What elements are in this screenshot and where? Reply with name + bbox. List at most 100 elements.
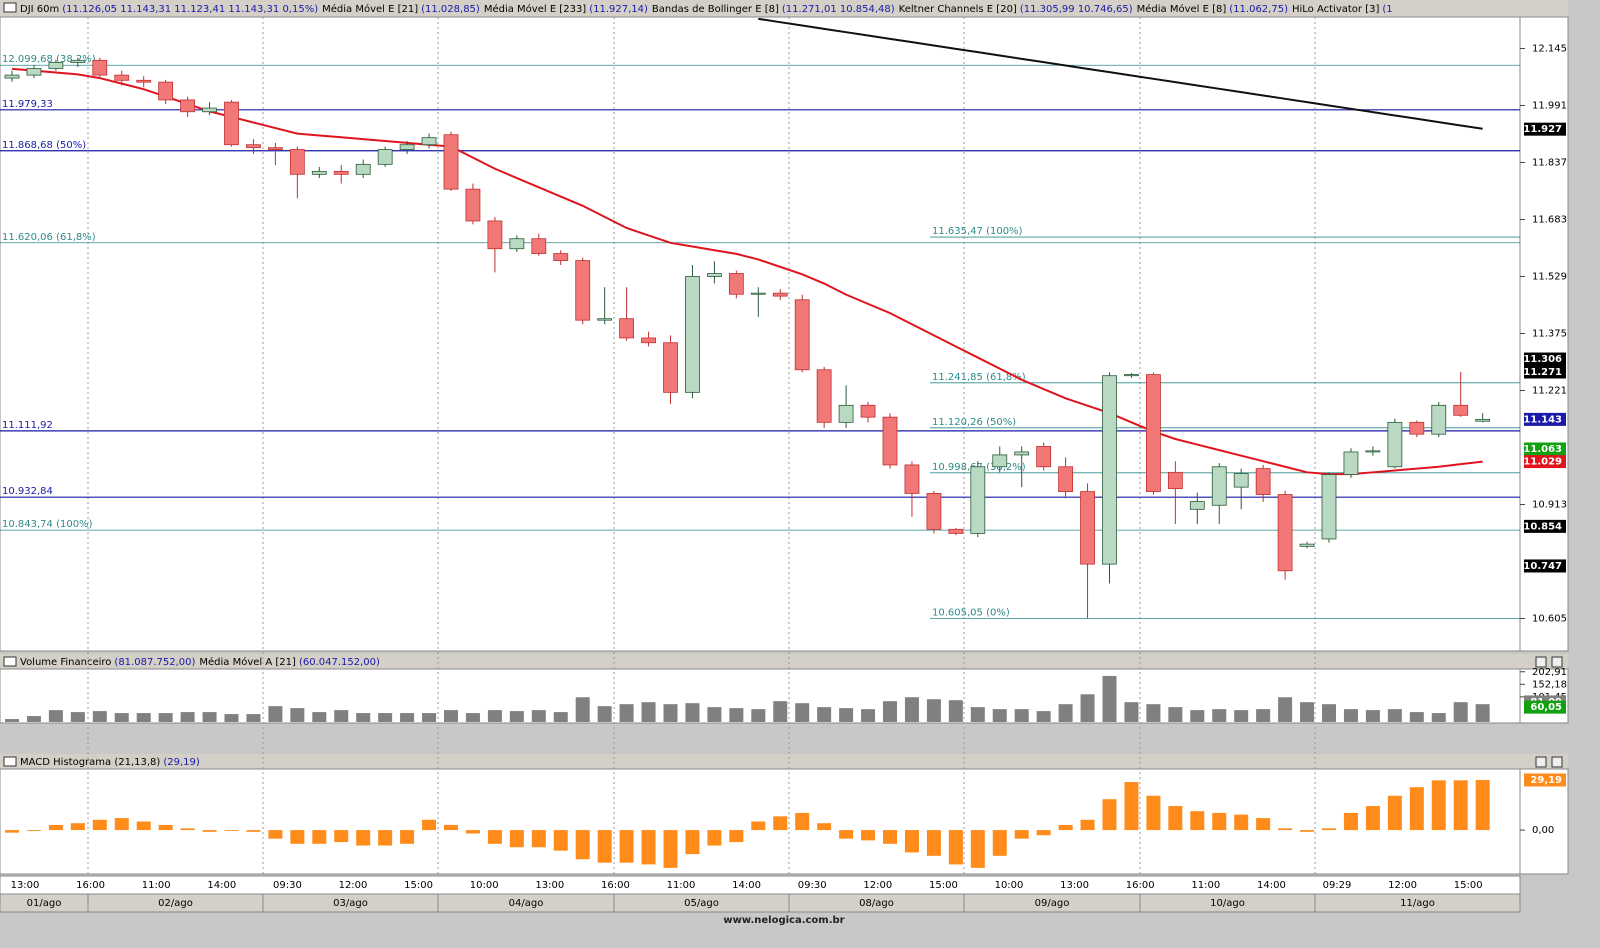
candle-body bbox=[421, 137, 437, 146]
header-value: (11.126,05 11.143,31 11.123,41 11.143,31… bbox=[62, 4, 318, 15]
bar bbox=[400, 713, 415, 722]
date-axis bbox=[0, 893, 1521, 913]
bar bbox=[1080, 819, 1095, 831]
maximize-button[interactable] bbox=[1535, 656, 1547, 668]
date-label: 10/ago bbox=[1210, 898, 1245, 909]
moving-average bbox=[11, 67, 1483, 476]
time-label: 11:00 bbox=[1191, 880, 1220, 891]
candle-body bbox=[838, 404, 854, 423]
bar bbox=[246, 830, 261, 832]
time-label: 10:00 bbox=[470, 880, 499, 891]
header-value: (29,19) bbox=[163, 757, 200, 768]
bar bbox=[180, 828, 195, 831]
bar bbox=[509, 711, 524, 722]
bar bbox=[444, 710, 458, 722]
candle-body bbox=[948, 528, 964, 534]
candle-body bbox=[1167, 471, 1183, 490]
close-button[interactable] bbox=[1551, 756, 1563, 768]
bar bbox=[531, 710, 546, 722]
bar bbox=[224, 830, 239, 831]
bar bbox=[597, 830, 612, 863]
time-label: 14:00 bbox=[207, 880, 236, 891]
header-value: (11.028,85) bbox=[421, 4, 480, 15]
value-badge-label: 11.927 bbox=[1523, 124, 1562, 135]
fib-label: 10.932,84 bbox=[2, 486, 53, 497]
header-name: DJI 60m bbox=[20, 4, 59, 15]
bar bbox=[1058, 824, 1073, 831]
bar bbox=[1322, 704, 1336, 722]
bar bbox=[268, 830, 283, 839]
bar bbox=[180, 712, 195, 722]
maximize-button[interactable] bbox=[1535, 756, 1547, 768]
close-button[interactable] bbox=[1551, 656, 1563, 668]
header-name: Volume Financeiro bbox=[20, 657, 111, 668]
bar bbox=[1146, 795, 1161, 831]
value-badge bbox=[1524, 365, 1566, 379]
bar bbox=[992, 830, 1007, 856]
candle-body bbox=[70, 59, 86, 63]
bar bbox=[246, 714, 261, 722]
bar bbox=[1190, 710, 1205, 722]
value-badge-label: 10.747 bbox=[1523, 561, 1562, 572]
y-tick-label: 12.145 bbox=[1532, 43, 1567, 54]
macd-axis bbox=[1519, 768, 1569, 875]
fib-label: 11.979,33 bbox=[2, 99, 53, 110]
y-tick-label: 0,00 bbox=[1532, 825, 1554, 836]
bar bbox=[839, 708, 854, 722]
bar bbox=[422, 713, 437, 722]
bar bbox=[202, 712, 217, 722]
time-label: 09:30 bbox=[798, 880, 827, 891]
candle-body bbox=[1365, 450, 1381, 453]
bar bbox=[290, 708, 305, 722]
candle-body bbox=[685, 276, 700, 393]
bar bbox=[1036, 830, 1051, 836]
header-name: MACD Histograma (21,13,8) bbox=[20, 757, 160, 768]
fib-label: 11.241,85 (61,8%) bbox=[932, 372, 1026, 383]
macd-header-bar bbox=[0, 754, 1568, 769]
header-name: Média Móvel E [233] bbox=[484, 3, 586, 15]
bar bbox=[158, 713, 173, 722]
candle-body bbox=[1255, 468, 1271, 495]
y-tick-label: 202,91 bbox=[1532, 667, 1567, 678]
candle-body bbox=[1211, 466, 1227, 506]
candle-body bbox=[1146, 374, 1161, 492]
bar bbox=[465, 830, 480, 834]
date-label: 08/ago bbox=[859, 898, 894, 909]
value-badge-label: 11.029 bbox=[1523, 457, 1562, 468]
candle-body bbox=[707, 273, 722, 277]
bar bbox=[641, 702, 656, 722]
value-badge bbox=[1524, 412, 1566, 426]
bar bbox=[1256, 818, 1271, 831]
candle-body bbox=[860, 404, 876, 418]
bar bbox=[883, 830, 897, 844]
y-tick-label: 11.375 bbox=[1532, 329, 1567, 340]
candle-body bbox=[1189, 501, 1205, 510]
bar bbox=[1256, 709, 1271, 722]
bar bbox=[1387, 709, 1402, 722]
bar bbox=[729, 830, 744, 843]
candle-body bbox=[1475, 418, 1491, 422]
panel-header: Volume Financeiro (81.087.752,00) Média Mó… bbox=[20, 656, 380, 668]
candle-body bbox=[1233, 473, 1249, 488]
time-label: 12:00 bbox=[863, 880, 892, 891]
candle-body bbox=[1277, 494, 1293, 572]
bar bbox=[992, 709, 1007, 722]
panel-header: MACD Histograma (21,13,8) (29,19) bbox=[20, 757, 200, 768]
bar bbox=[70, 823, 85, 831]
bar bbox=[224, 714, 239, 722]
candle-body bbox=[114, 74, 130, 81]
candle-body bbox=[794, 299, 810, 371]
bar bbox=[48, 710, 63, 722]
time-label: 09:30 bbox=[273, 880, 302, 891]
time-label: 14:00 bbox=[732, 880, 761, 891]
y-tick-label: 11.221 bbox=[1532, 386, 1567, 397]
bar bbox=[948, 700, 963, 722]
y-tick-label: 10.913 bbox=[1532, 500, 1567, 511]
candle-body bbox=[1299, 543, 1315, 547]
bar bbox=[1431, 713, 1446, 722]
date-label: 04/ago bbox=[509, 898, 544, 909]
bar bbox=[114, 713, 129, 722]
bar bbox=[312, 830, 327, 844]
bar bbox=[861, 709, 876, 722]
value-badge-label: 60,05 bbox=[1530, 702, 1562, 713]
